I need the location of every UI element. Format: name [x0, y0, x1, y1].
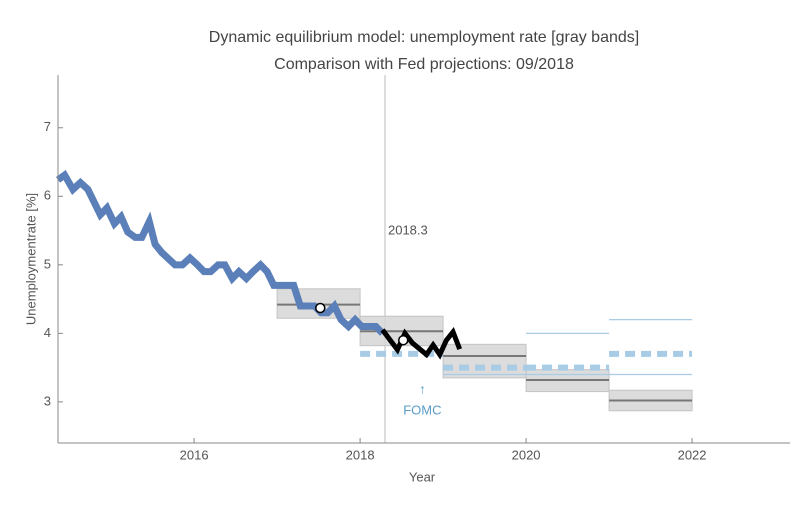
y-axis-label: Unemploymentrate [%] — [23, 193, 38, 325]
y-tick-label: 3 — [44, 393, 51, 408]
data-point — [398, 334, 409, 346]
x-axis-label: Year — [409, 469, 436, 484]
x-tick-label: 2022 — [678, 447, 707, 462]
annotation-text: FOMC — [403, 402, 441, 417]
data-line — [55, 169, 386, 336]
y-tick-label: 7 — [44, 119, 51, 134]
y-tick-label: 6 — [44, 188, 51, 203]
data-point — [315, 302, 326, 314]
x-tick-label: 2018 — [346, 447, 375, 462]
chart-title: Dynamic equilibrium model: unemployment … — [209, 29, 639, 46]
y-tick-label: 5 — [44, 256, 51, 271]
model-band — [442, 343, 527, 379]
marker-label: 2018.3 — [388, 222, 428, 237]
x-tick-label: 2016 — [180, 447, 209, 462]
chart-subtitle: Comparison with Fed projections: 09/2018 — [274, 56, 574, 73]
x-tick-label: 2020 — [512, 447, 541, 462]
annotation-arrow: ↑ — [419, 381, 426, 396]
y-tick-label: 4 — [44, 325, 51, 340]
